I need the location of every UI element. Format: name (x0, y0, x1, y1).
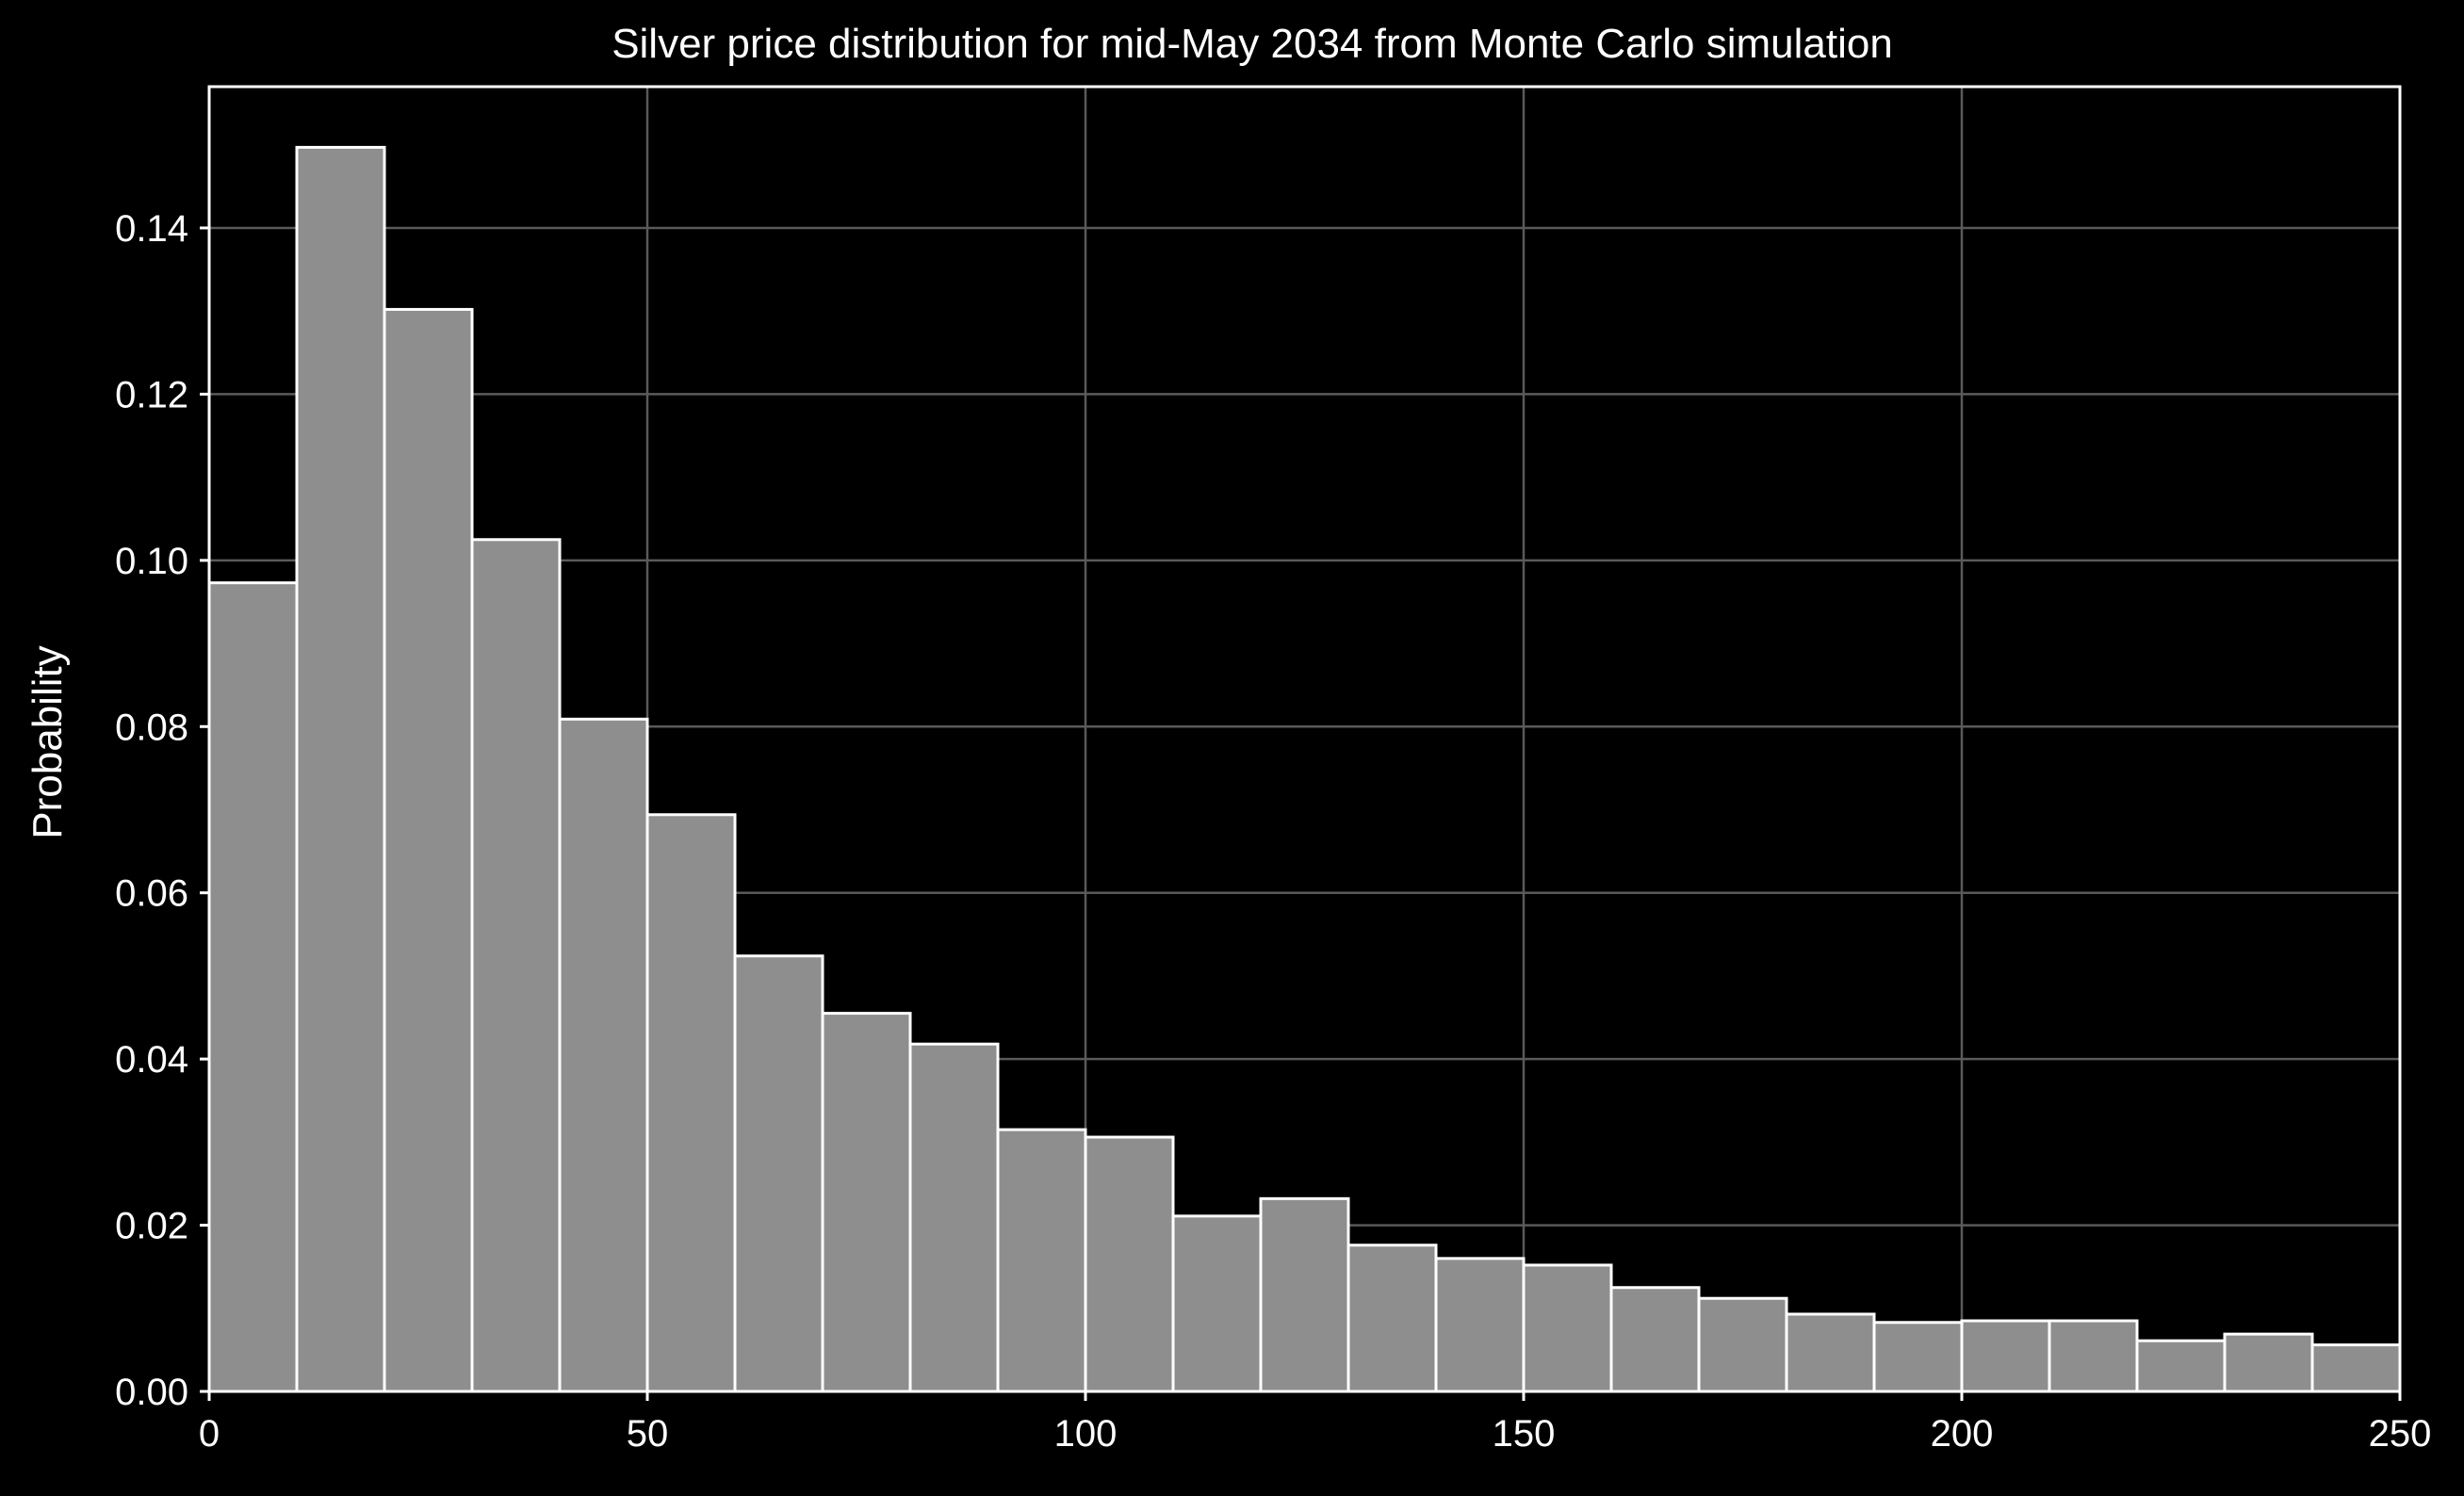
x-tick-label-2: 100 (1054, 1413, 1118, 1455)
chart-title: Silver price distribution for mid-May 20… (612, 21, 1893, 67)
x-tick-label-3: 150 (1493, 1413, 1556, 1455)
y-tick-label-5: 0.10 (115, 541, 188, 582)
x-tick-label-5: 250 (2369, 1413, 2432, 1455)
histogram-bars (207, 145, 2402, 1393)
y-tick-label-3: 0.06 (115, 873, 188, 915)
histogram-bar-2 (383, 307, 474, 1393)
histogram-bar-10 (1084, 1135, 1175, 1393)
histogram-bar-20 (1960, 1319, 2051, 1393)
histogram-bar-18 (1785, 1312, 1876, 1393)
x-tick-label-1: 50 (627, 1413, 669, 1455)
histogram-bar-15 (1522, 1263, 1613, 1393)
histogram-bar-21 (2048, 1319, 2139, 1393)
plot-frame (207, 85, 2402, 1393)
y-axis-label: Probability (24, 645, 71, 838)
histogram-bar-16 (1609, 1286, 1701, 1393)
histogram-bar-0 (207, 581, 299, 1393)
y-tick-label-2: 0.04 (115, 1039, 188, 1081)
histogram-bar-4 (558, 717, 649, 1393)
histogram-bar-22 (2135, 1339, 2227, 1393)
histogram-bar-8 (908, 1042, 1000, 1393)
x-tick-label-0: 0 (199, 1413, 220, 1455)
y-tick-label-1: 0.02 (115, 1206, 188, 1247)
histogram-bar-12 (1259, 1196, 1350, 1393)
histogram-bar-9 (996, 1128, 1087, 1393)
histogram-bar-13 (1346, 1244, 1438, 1393)
histogram-bar-14 (1434, 1257, 1526, 1393)
histogram-bar-3 (470, 538, 562, 1393)
histogram-bar-11 (1171, 1214, 1263, 1393)
x-tick-label-4: 200 (1931, 1413, 1994, 1455)
y-tick-label-6: 0.12 (115, 374, 188, 415)
histogram-bar-17 (1697, 1296, 1788, 1393)
histogram-bar-6 (733, 954, 824, 1393)
histogram-bar-23 (2223, 1332, 2314, 1393)
histogram-bar-1 (295, 145, 386, 1393)
histogram-bar-5 (645, 813, 737, 1393)
y-tick-label-7: 0.14 (115, 208, 188, 250)
histogram-bar-19 (1872, 1321, 1964, 1393)
axis-ticks: 0 50 100 150 200 250 0.00 0.02 0.04 0.06 0.08 0.10 0… (115, 208, 2431, 1455)
histogram-bar-24 (2310, 1343, 2402, 1393)
y-tick-label-4: 0.08 (115, 707, 188, 748)
histogram-bar-7 (821, 1012, 912, 1393)
y-tick-label-0: 0.00 (115, 1372, 188, 1413)
